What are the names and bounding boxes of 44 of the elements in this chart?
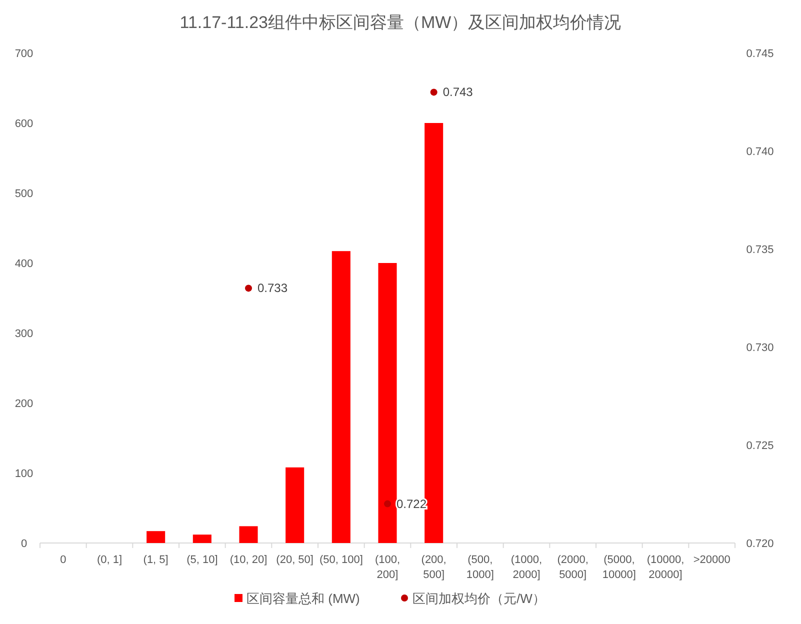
point	[430, 88, 438, 96]
x-tick-label: (5, 10]	[186, 554, 218, 566]
y-tick-label: 400	[14, 258, 34, 270]
data-label: 0.743	[442, 85, 474, 100]
chart-title: 11.17-11.23组件中标区间容量（MW）及区间加权均价情况	[180, 13, 622, 32]
legend-label: 区间加权均价（元/W）	[412, 591, 546, 606]
x-tick-label: (20, 50]	[276, 554, 314, 566]
x-tick-label: 0	[60, 554, 66, 566]
y-tick-label: 200	[14, 398, 34, 410]
x-tick-label: (0, 1]	[96, 554, 122, 566]
bar	[286, 467, 304, 543]
x-tick-label: (5000, 10000]	[602, 554, 636, 581]
y2-tick-label: 0.725	[746, 440, 774, 452]
x-tick-label: (100, 200]	[374, 554, 400, 581]
y-tick-label: 600	[14, 118, 34, 130]
bar	[378, 263, 397, 543]
x-tick-label: (500, 1000]	[466, 554, 494, 581]
point	[384, 500, 391, 508]
y2-tick-label: 0.740	[746, 146, 774, 158]
legend-label: 区间容量总和 (MW)	[246, 591, 360, 606]
x-tick-label: (10000, 20000]	[646, 554, 684, 581]
bar	[239, 526, 258, 543]
y-tick-label: 100	[14, 468, 34, 480]
y-tick-label: 0	[20, 538, 28, 550]
y2-tick-label: 0.730	[746, 342, 774, 354]
x-tick-label: >20000	[693, 554, 730, 566]
x-tick-label: (1000, 2000]	[510, 554, 542, 581]
x-tick-label: (50, 100]	[319, 554, 363, 566]
bar	[192, 534, 212, 543]
y-tick-label: 500	[14, 188, 34, 200]
y-tick-label: 300	[14, 328, 34, 340]
bar	[424, 123, 444, 543]
data-label: 0.733	[258, 281, 288, 296]
x-tick-label: (1, 5]	[143, 554, 168, 566]
bar	[146, 531, 166, 543]
y2-tick-label: 0.720	[746, 538, 774, 550]
bar	[332, 251, 350, 543]
x-tick-label: (200, 500]	[421, 554, 446, 581]
y2-tick-label: 0.735	[746, 244, 774, 256]
y2-tick-label: 0.745	[746, 48, 774, 60]
x-tick-label: (10, 20]	[230, 554, 268, 566]
x-tick-label: (2000, 5000]	[557, 554, 588, 581]
y-tick-label: 700	[14, 48, 34, 60]
point	[245, 284, 252, 292]
